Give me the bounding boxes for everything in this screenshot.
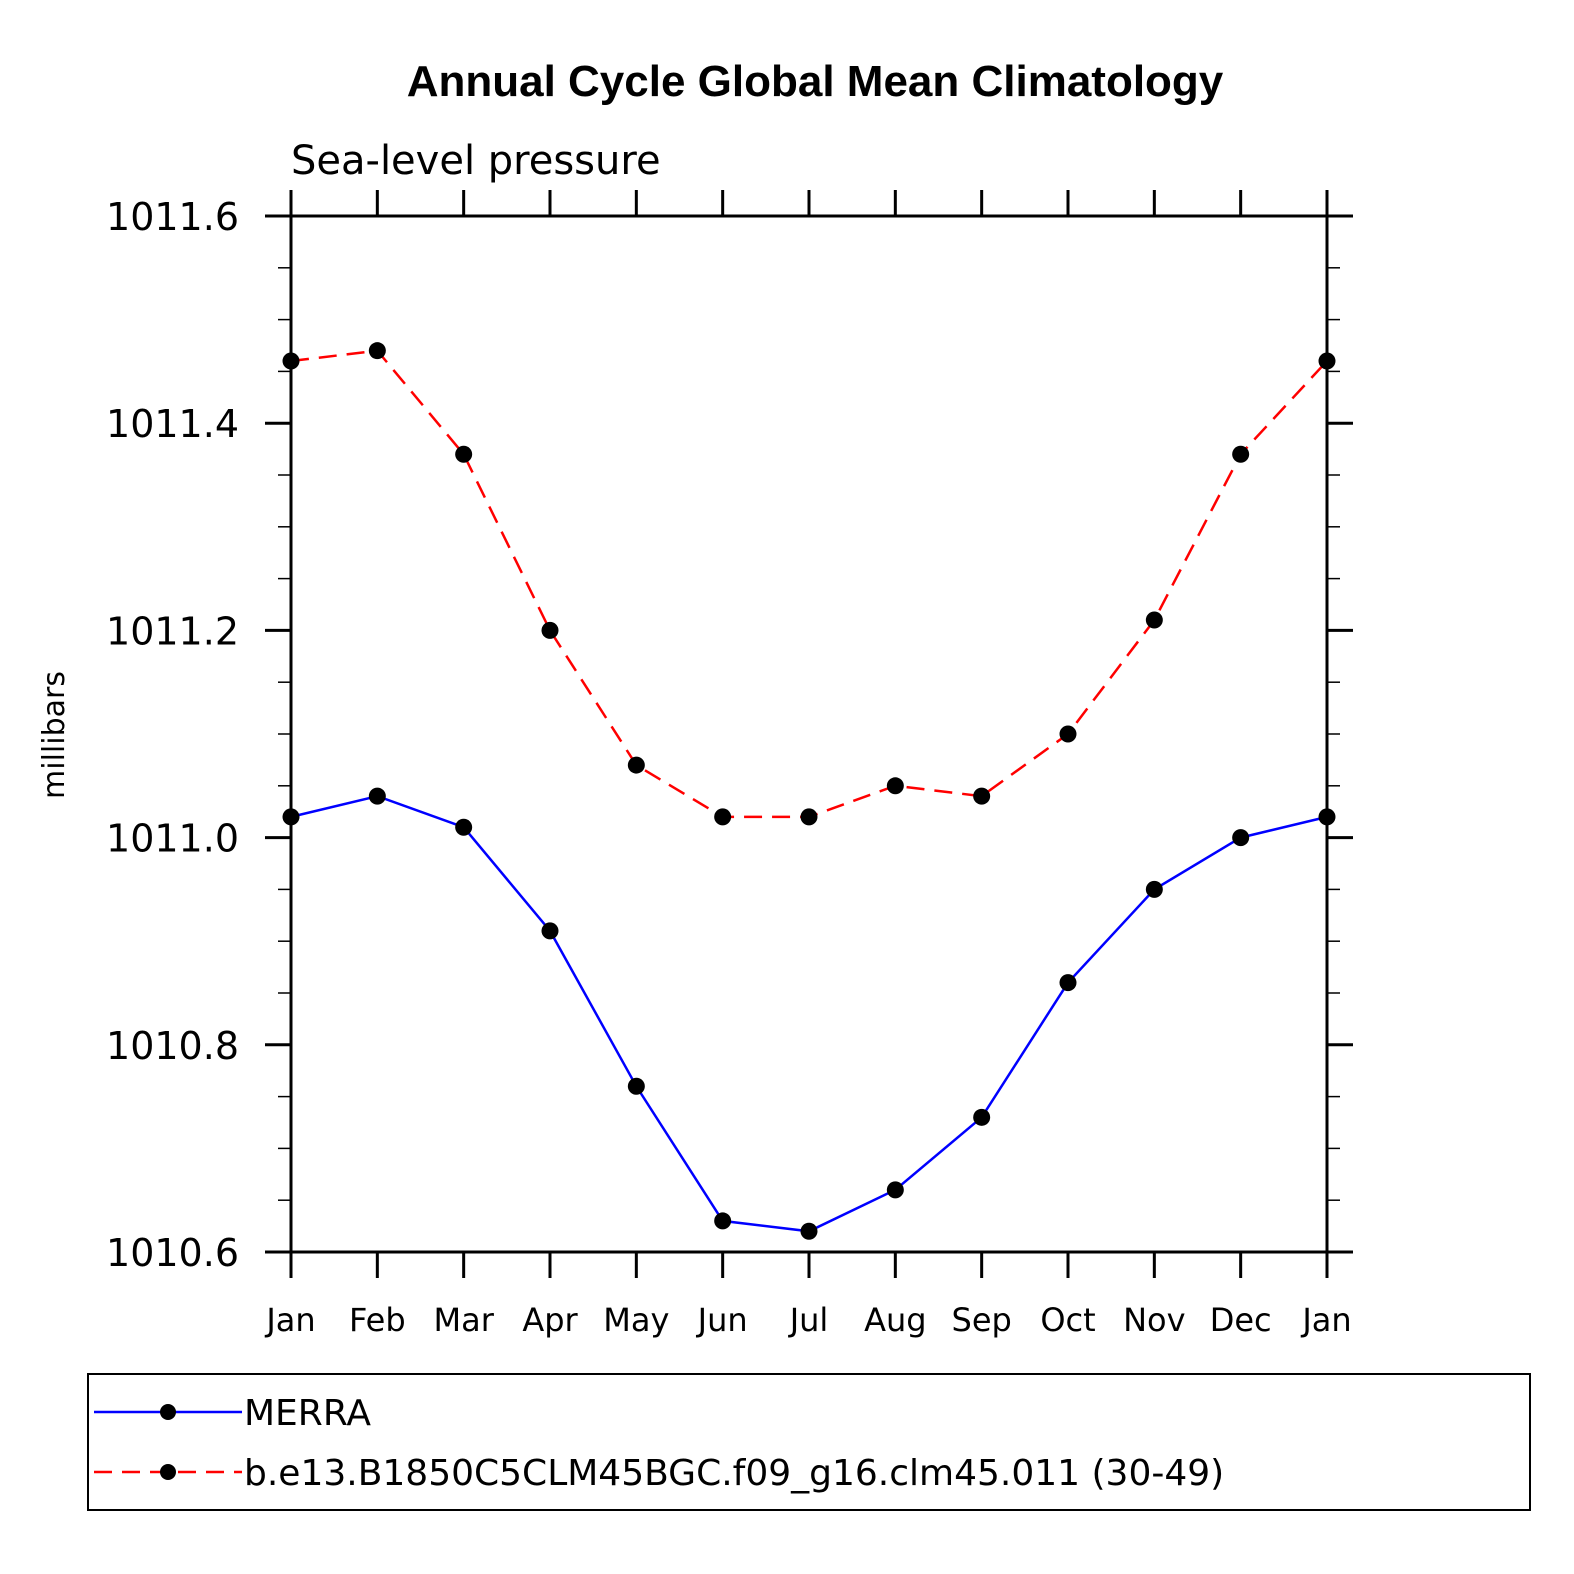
y-tick-label: 1010.8 (106, 1024, 239, 1068)
x-tick-label: Dec (1210, 1301, 1272, 1339)
series-0-point (1059, 974, 1077, 992)
x-tick-label: May (603, 1301, 669, 1339)
series-line-0 (290, 794, 1328, 1233)
series-0-point (627, 1077, 645, 1095)
series-1-point (886, 777, 904, 795)
series-1-point (1318, 352, 1336, 370)
x-tick-label: Aug (864, 1301, 926, 1339)
x-tick-label: Jan (264, 1301, 315, 1339)
series-line-1 (290, 349, 1328, 819)
series-0-point (368, 787, 386, 805)
legend-label-model: b.e13.B1850C5CLM45BGC.f09_g16.clm45.011 … (244, 1453, 1224, 1494)
y-tick-label: 1011.2 (106, 609, 239, 653)
x-tick-label: Feb (349, 1301, 406, 1339)
x-tick-label: Jan (1300, 1301, 1351, 1339)
series-1-point (1145, 611, 1163, 629)
series-1-point (282, 352, 300, 370)
series-1-point (368, 342, 386, 360)
series-layer (282, 342, 1336, 1240)
series-1-point (1232, 445, 1250, 463)
axis-ticks (265, 190, 1353, 1278)
plot-frame (289, 214, 1329, 1254)
series-0-point (1232, 829, 1250, 847)
series-0-point (282, 808, 300, 826)
y-axis-label: millibars (37, 671, 72, 799)
y-tick-label: 1010.6 (106, 1231, 239, 1275)
x-tick-label: Apr (522, 1301, 578, 1339)
x-tick-label: Jul (788, 1301, 829, 1339)
series-0-point (800, 1222, 818, 1240)
x-tick-label: Mar (433, 1301, 494, 1339)
x-tick-label: Oct (1040, 1301, 1095, 1339)
series-0-point (714, 1212, 732, 1230)
legend-label-merra: MERRA (244, 1393, 371, 1434)
x-tick-label: Sep (952, 1301, 1012, 1339)
legend-marker-model (160, 1464, 176, 1480)
x-tick-label: Jun (696, 1301, 748, 1339)
series-1-point (1059, 725, 1077, 743)
legend-box (87, 1373, 1531, 1511)
series-1-point (627, 756, 645, 774)
series-0-point (973, 1108, 991, 1126)
series-1-point (714, 808, 732, 826)
series-0-point (541, 922, 559, 940)
x-tick-label: Nov (1123, 1301, 1185, 1339)
chart-title: Annual Cycle Global Mean Climatology (407, 57, 1224, 106)
chart-subtitle: Sea-level pressure (291, 138, 661, 184)
series-1-point (973, 787, 991, 805)
y-tick-label: 1011.4 (106, 402, 239, 446)
series-0-point (455, 818, 473, 836)
tick-labels: Jan Feb Mar Apr May Jun Jul Aug Sep Oct Nov Dec Jan 1… (106, 195, 1352, 1339)
y-tick-label: 1011.6 (106, 195, 239, 239)
series-1-point (800, 808, 818, 826)
legend: MERRA b.e13.B1850C5CLM45BGC.f09_g16.clm4… (87, 1373, 1531, 1511)
series-1-point (541, 621, 559, 639)
y-tick-label: 1011.0 (106, 817, 239, 861)
series-0-point (886, 1181, 904, 1199)
series-0-point (1318, 808, 1336, 826)
series-0-point (1145, 880, 1163, 898)
legend-marker-merra (160, 1404, 176, 1420)
series-1-point (455, 445, 473, 463)
